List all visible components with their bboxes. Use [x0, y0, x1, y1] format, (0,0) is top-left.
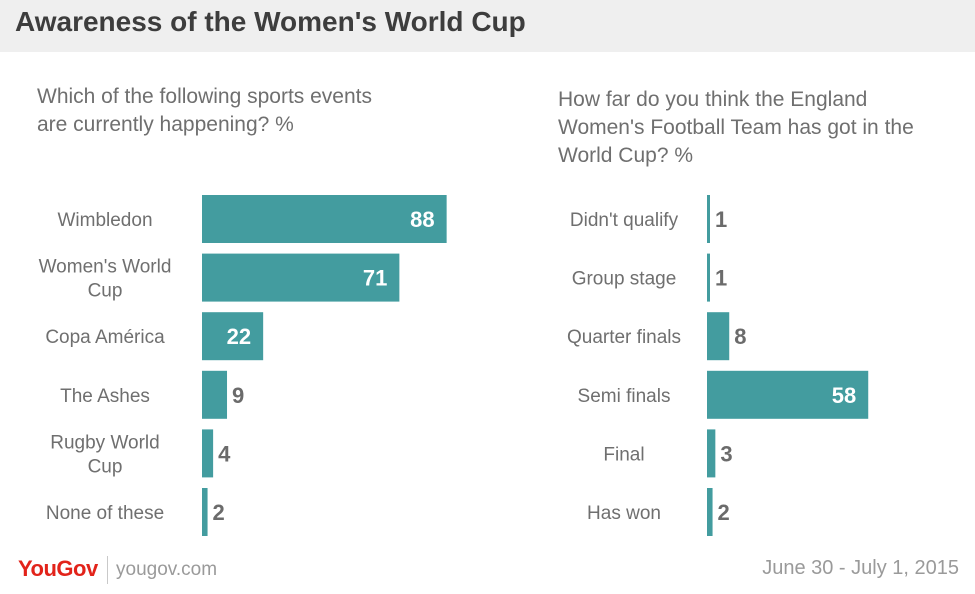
bar-1-2	[707, 312, 730, 361]
category-label-1-5: Has won	[587, 503, 661, 524]
bar-1-3	[707, 370, 869, 419]
footer-url: yougov.com	[116, 559, 218, 580]
bar-0-5	[202, 488, 208, 536]
category-label-1-2: Quarter finals	[567, 327, 681, 348]
data-label-0-2: 22	[227, 324, 251, 349]
data-label-0-4: 4	[218, 441, 231, 466]
bar-1-0	[707, 195, 710, 243]
data-label-1-3: 58	[832, 383, 856, 408]
category-label-0-1-line1: Cup	[88, 281, 123, 302]
category-label-0-3: The Ashes	[60, 386, 150, 407]
category-label-1-4: Final	[603, 444, 644, 465]
data-label-0-3: 9	[232, 383, 244, 408]
bar-1-4	[707, 429, 716, 478]
header-bar: Awareness of the Women's World Cup	[0, 0, 975, 52]
category-label-0-4-line0: Rugby World	[50, 432, 159, 453]
category-label-0-2: Copa América	[45, 327, 165, 348]
category-label-0-5: None of these	[46, 503, 164, 524]
category-label-0-4-line1: Cup	[88, 456, 123, 477]
data-label-1-4: 3	[720, 441, 732, 466]
category-label-1-0: Didn't qualify	[570, 210, 679, 231]
yougov-logo: YouGov	[18, 556, 98, 581]
bar-1-1	[707, 253, 710, 302]
survey-date: June 30 - July 1, 2015	[762, 557, 959, 579]
bar-0-3	[202, 370, 228, 419]
data-label-0-1: 71	[363, 266, 387, 291]
data-label-1-0: 1	[715, 207, 727, 232]
data-label-0-5: 2	[213, 500, 225, 525]
category-label-0-0: Wimbledon	[57, 210, 152, 231]
footer-divider	[107, 556, 108, 584]
page-title: Awareness of the Women's World Cup	[15, 6, 526, 37]
category-label-1-3: Semi finals	[578, 386, 671, 407]
category-label-1-1: Group stage	[572, 269, 677, 290]
bar-0-2	[202, 312, 264, 361]
data-label-1-5: 2	[718, 500, 730, 525]
category-label-0-1-line0: Women's World	[39, 257, 172, 278]
left-chart-title: Which of the following sports events are…	[37, 85, 372, 136]
bar-0-0	[202, 195, 447, 243]
data-label-1-2: 8	[734, 324, 746, 349]
bar-0-1	[202, 253, 400, 302]
bar-0-4	[202, 429, 214, 478]
data-label-1-1: 1	[715, 266, 727, 291]
bar-1-5	[707, 488, 713, 536]
data-label-0-0: 88	[410, 207, 434, 232]
right-chart-title: How far do you think the England Women's…	[558, 88, 914, 167]
